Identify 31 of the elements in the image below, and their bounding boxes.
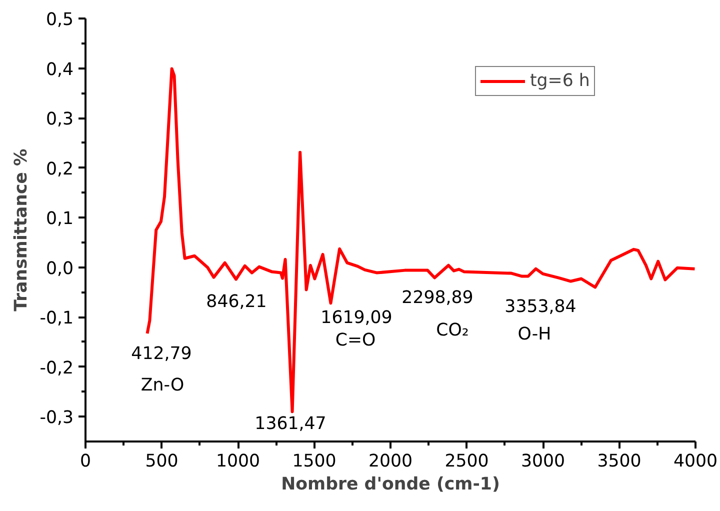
- y-tick-label: 0,3: [46, 110, 74, 130]
- annotation: 2298,89: [402, 288, 474, 308]
- x-tick-label: 500: [145, 452, 178, 472]
- annotation: O-H: [518, 324, 552, 344]
- x-tick-label: 3500: [597, 452, 642, 472]
- x-tick-label: 0: [80, 452, 92, 472]
- x-tick-label: 2000: [368, 452, 413, 472]
- annotation: Zn-O: [140, 376, 184, 396]
- x-axis-title: Nombre d'onde (cm-1): [281, 474, 500, 494]
- annotation: CO₂: [436, 320, 469, 340]
- y-tick-label: -0,2: [40, 358, 74, 378]
- y-tick-label: -0,3: [40, 408, 74, 428]
- x-tick-label: 1000: [216, 452, 260, 472]
- annotation: 412,79: [131, 344, 192, 364]
- annotation: 846,21: [206, 292, 267, 312]
- annotation: 1361,47: [254, 414, 326, 434]
- y-axis-title: Transmittance %: [12, 148, 32, 312]
- y-tick-label: -0,1: [40, 308, 74, 329]
- y-tick-label: 0,2: [46, 159, 74, 180]
- y-tick-label: 0,1: [46, 209, 74, 230]
- y-tick-label: 0,4: [46, 60, 74, 80]
- x-tick-label: 3000: [520, 452, 566, 472]
- annotation: 1619,09: [320, 308, 392, 328]
- y-tick-label: 0,5: [46, 10, 74, 30]
- x-tick-label: 4000: [673, 452, 718, 472]
- annotation: 3353,84: [504, 297, 576, 317]
- legend-label: tg=6 h: [530, 71, 590, 91]
- x-tick-label: 1500: [292, 452, 336, 472]
- y-tick-label: 0,0: [46, 258, 74, 279]
- x-tick-label: 2500: [444, 452, 489, 472]
- annotation: C=O: [335, 330, 376, 350]
